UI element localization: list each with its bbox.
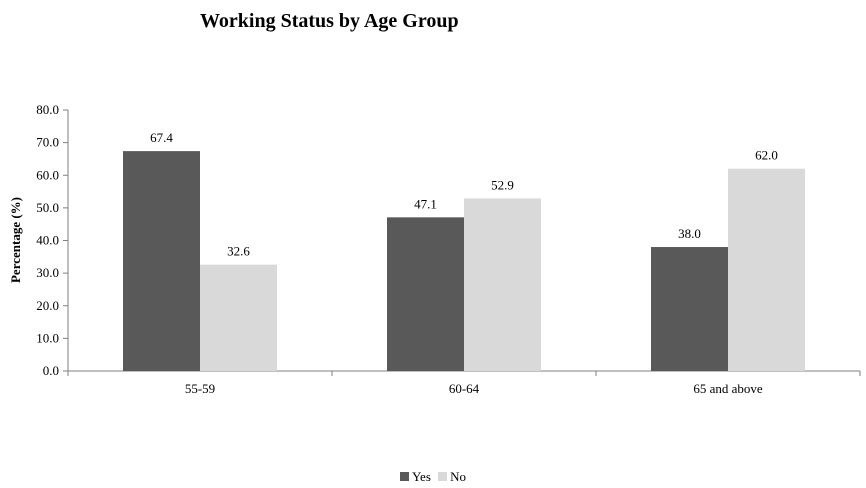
bars	[123, 151, 805, 371]
legend-label-yes: Yes	[411, 469, 431, 484]
y-tick-label: 0.0	[43, 363, 59, 378]
bar-no-2	[464, 198, 541, 371]
data-label: 67.4	[150, 130, 173, 145]
bar-no-1	[200, 264, 277, 371]
data-labels: 67.4 32.6 47.1 52.9 38.0 62.0	[150, 130, 778, 259]
y-axis-title: Percentage (%)	[8, 197, 23, 283]
y-tick-label: 40.0	[36, 233, 59, 248]
x-tick-label: 60-64	[449, 381, 480, 396]
x-tick-label: 65 and above	[693, 381, 763, 396]
y-tick-label: 30.0	[36, 265, 59, 280]
y-tick-label: 80.0	[36, 102, 59, 117]
x-tick-label: 55-59	[185, 381, 215, 396]
y-tick-label: 50.0	[36, 200, 59, 215]
legend-item-yes: Yes	[399, 469, 431, 485]
bar-yes-3	[651, 247, 728, 371]
legend-swatch-yes	[399, 472, 409, 481]
bar-yes-2	[387, 217, 464, 371]
legend-item-no: No	[438, 469, 466, 485]
data-label: 52.9	[491, 177, 514, 192]
data-label: 38.0	[678, 226, 701, 241]
legend-label-no: No	[450, 469, 467, 484]
y-tick-label: 70.0	[36, 135, 59, 150]
bar-chart: 0.0 10.0 20.0 30.0 40.0 50.0 60.0 70.0 80.0 55-5…	[8, 102, 861, 396]
bar-no-3	[728, 168, 805, 371]
bar-yes-1	[123, 151, 200, 371]
y-tick-label: 60.0	[36, 167, 59, 182]
y-tick-label: 20.0	[36, 298, 59, 313]
legend-swatch-no	[438, 472, 448, 481]
data-label: 47.1	[414, 196, 437, 211]
data-label: 62.0	[755, 148, 778, 163]
chart-title: Working Status by Age Group	[200, 10, 459, 32]
x-axis: 55-59 60-64 65 and above	[67, 370, 861, 396]
y-tick-label: 10.0	[36, 330, 59, 345]
y-axis: 0.0 10.0 20.0 30.0 40.0 50.0 60.0 70.0 80.0	[36, 102, 69, 378]
data-label: 32.6	[227, 244, 250, 259]
legend: Yes No	[0, 469, 866, 485]
